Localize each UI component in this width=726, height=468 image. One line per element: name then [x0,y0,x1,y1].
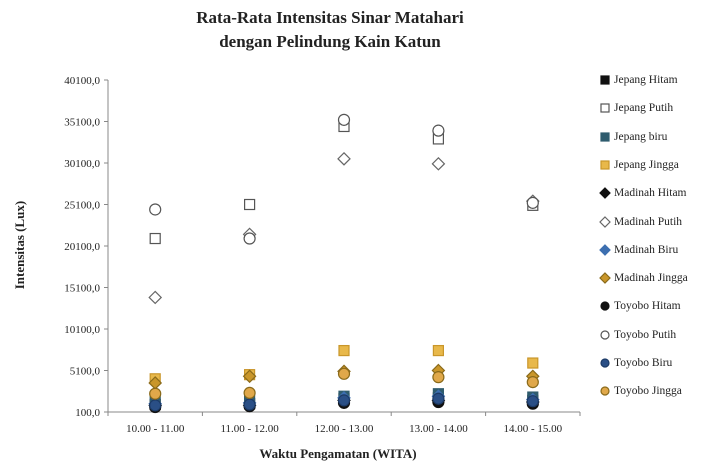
data-point-toyobo-putih [432,124,445,137]
data-point-jepang-jingga [432,344,444,357]
data-point-jepang-putih [149,232,161,245]
data-point-jepang-jingga [338,344,350,357]
legend-label: Toyobo Jingga [614,385,682,398]
legend-label: Jepang Hitam [614,74,678,86]
legend-marker-shape [600,301,610,311]
legend-marker-shape [600,160,610,170]
data-point-toyobo-jingga [149,387,162,400]
legend-item-toyobo-biru: Toyobo Biru [596,355,672,371]
plot-area: Intensitas (Lux) Waktu Pengamatan (WITA)… [12,75,581,461]
legend-item-madinah-putih: Madinah Putih [596,214,682,230]
legend-label: Madinah Biru [614,243,679,256]
legend-label: Madinah Putih [614,215,683,228]
legend-item-jepang-hitam: Jepang Hitam [596,72,678,88]
data-point-madinah-putih [148,290,163,305]
legend-marker [600,103,610,113]
legend-item-madinah-jingga: Madinah Jingga [596,270,688,286]
x-tick-label: 13.00 - 14.00 [409,423,468,435]
legend-label: Madinah Jingga [614,272,688,285]
data-point-toyobo-putih [337,113,351,126]
legend-label: Toyobo Biru [614,357,673,369]
x-tick-label: 11.00 - 12.00 [220,423,279,435]
data-point-toyobo-putih [149,203,162,216]
legend-marker [599,272,611,284]
legend-marker-shape [600,75,610,85]
legend-marker-shape [599,215,611,228]
legend-marker [600,75,610,85]
legend-item-madinah-biru: Madinah Biru [596,242,678,258]
chart-title: Rata-Rata Intensitas Sinar Matahari [196,8,464,27]
legend-marker-shape [600,330,610,340]
data-point-toyobo-biru [337,394,351,407]
legend-marker [599,243,611,256]
legend-marker [600,301,610,311]
legend-item-jepang-jingga: Jepang Jingga [596,157,679,173]
legend-marker [599,187,611,200]
data-point-toyobo-biru [243,398,256,411]
y-tick-label: 10100,0 [64,324,100,336]
y-tick-label: 40100,0 [64,75,100,87]
legend-marker-shape [599,272,611,284]
y-tick-label: 25100,0 [64,200,100,212]
legend-marker-shape [600,358,610,368]
legend-label: Jepang Putih [614,102,674,115]
y-tick-label: 15100,0 [64,283,100,295]
legend-item-toyobo-hitam: Toyobo Hitam [596,298,681,314]
data-point-madinah-jingga [242,369,257,384]
x-tick-label: 12.00 - 13.00 [315,423,374,435]
legend-item-toyobo-putih: Toyobo Putih [596,327,676,343]
legend-marker-shape [600,386,610,396]
legend-marker [599,215,611,228]
data-point-madinah-putih [431,156,446,171]
y-tick-label: 35100,0 [64,117,100,129]
legend-marker [600,131,610,142]
legend-marker-shape [599,187,611,200]
legend-item-toyobo-jingga: Toyobo Jingga [596,383,682,399]
data-point-toyobo-jingga [432,371,445,384]
legend-label: Jepang Jingga [614,158,679,171]
y-tick-label: 100,0 [75,407,100,419]
x-tick-label: 10.00 - 11.00 [126,423,185,435]
legend-label: Toyobo Putih [614,328,677,341]
legend-marker-shape [600,131,610,142]
y-tick-label: 30100,0 [64,158,100,170]
legend-label: Jepang biru [614,130,668,143]
y-tick-label: 20100,0 [64,241,100,253]
y-tick-label: 5100,0 [70,366,101,378]
data-point-toyobo-putih [243,232,256,245]
data-point-toyobo-biru [526,395,539,408]
y-axis-label: Intensitas (Lux) [12,201,27,290]
legend-marker [600,330,610,340]
legend-label: Toyobo Hitam [614,300,681,313]
x-tick-label: 14.00 - 15.00 [503,423,562,435]
data-point-toyobo-biru [149,399,162,412]
legend-marker [600,160,610,170]
data-point-toyobo-jingga [243,386,256,400]
data-point-toyobo-jingga [337,367,351,380]
legend-marker [600,386,610,396]
legend-marker-shape [600,103,610,113]
data-point-toyobo-putih [526,196,539,209]
x-axis-label: Waktu Pengamatan (WITA) [259,446,416,461]
data-point-madinah-putih [337,152,351,166]
data-point-toyobo-jingga [526,376,539,389]
data-point-jepang-jingga [527,357,539,369]
chart-subtitle: dengan Pelindung Kain Katun [219,32,441,51]
legend-item-madinah-hitam: Madinah Hitam [596,185,687,201]
data-point-jepang-putih [244,198,256,211]
legend-label: Madinah Hitam [614,187,687,200]
legend-item-jepang-biru: Jepang biru [596,129,667,145]
legend-item-jepang-putih: Jepang Putih [596,100,673,116]
legend-marker [600,358,610,368]
data-point-toyobo-biru [432,392,445,405]
legend-marker-shape [599,243,611,256]
